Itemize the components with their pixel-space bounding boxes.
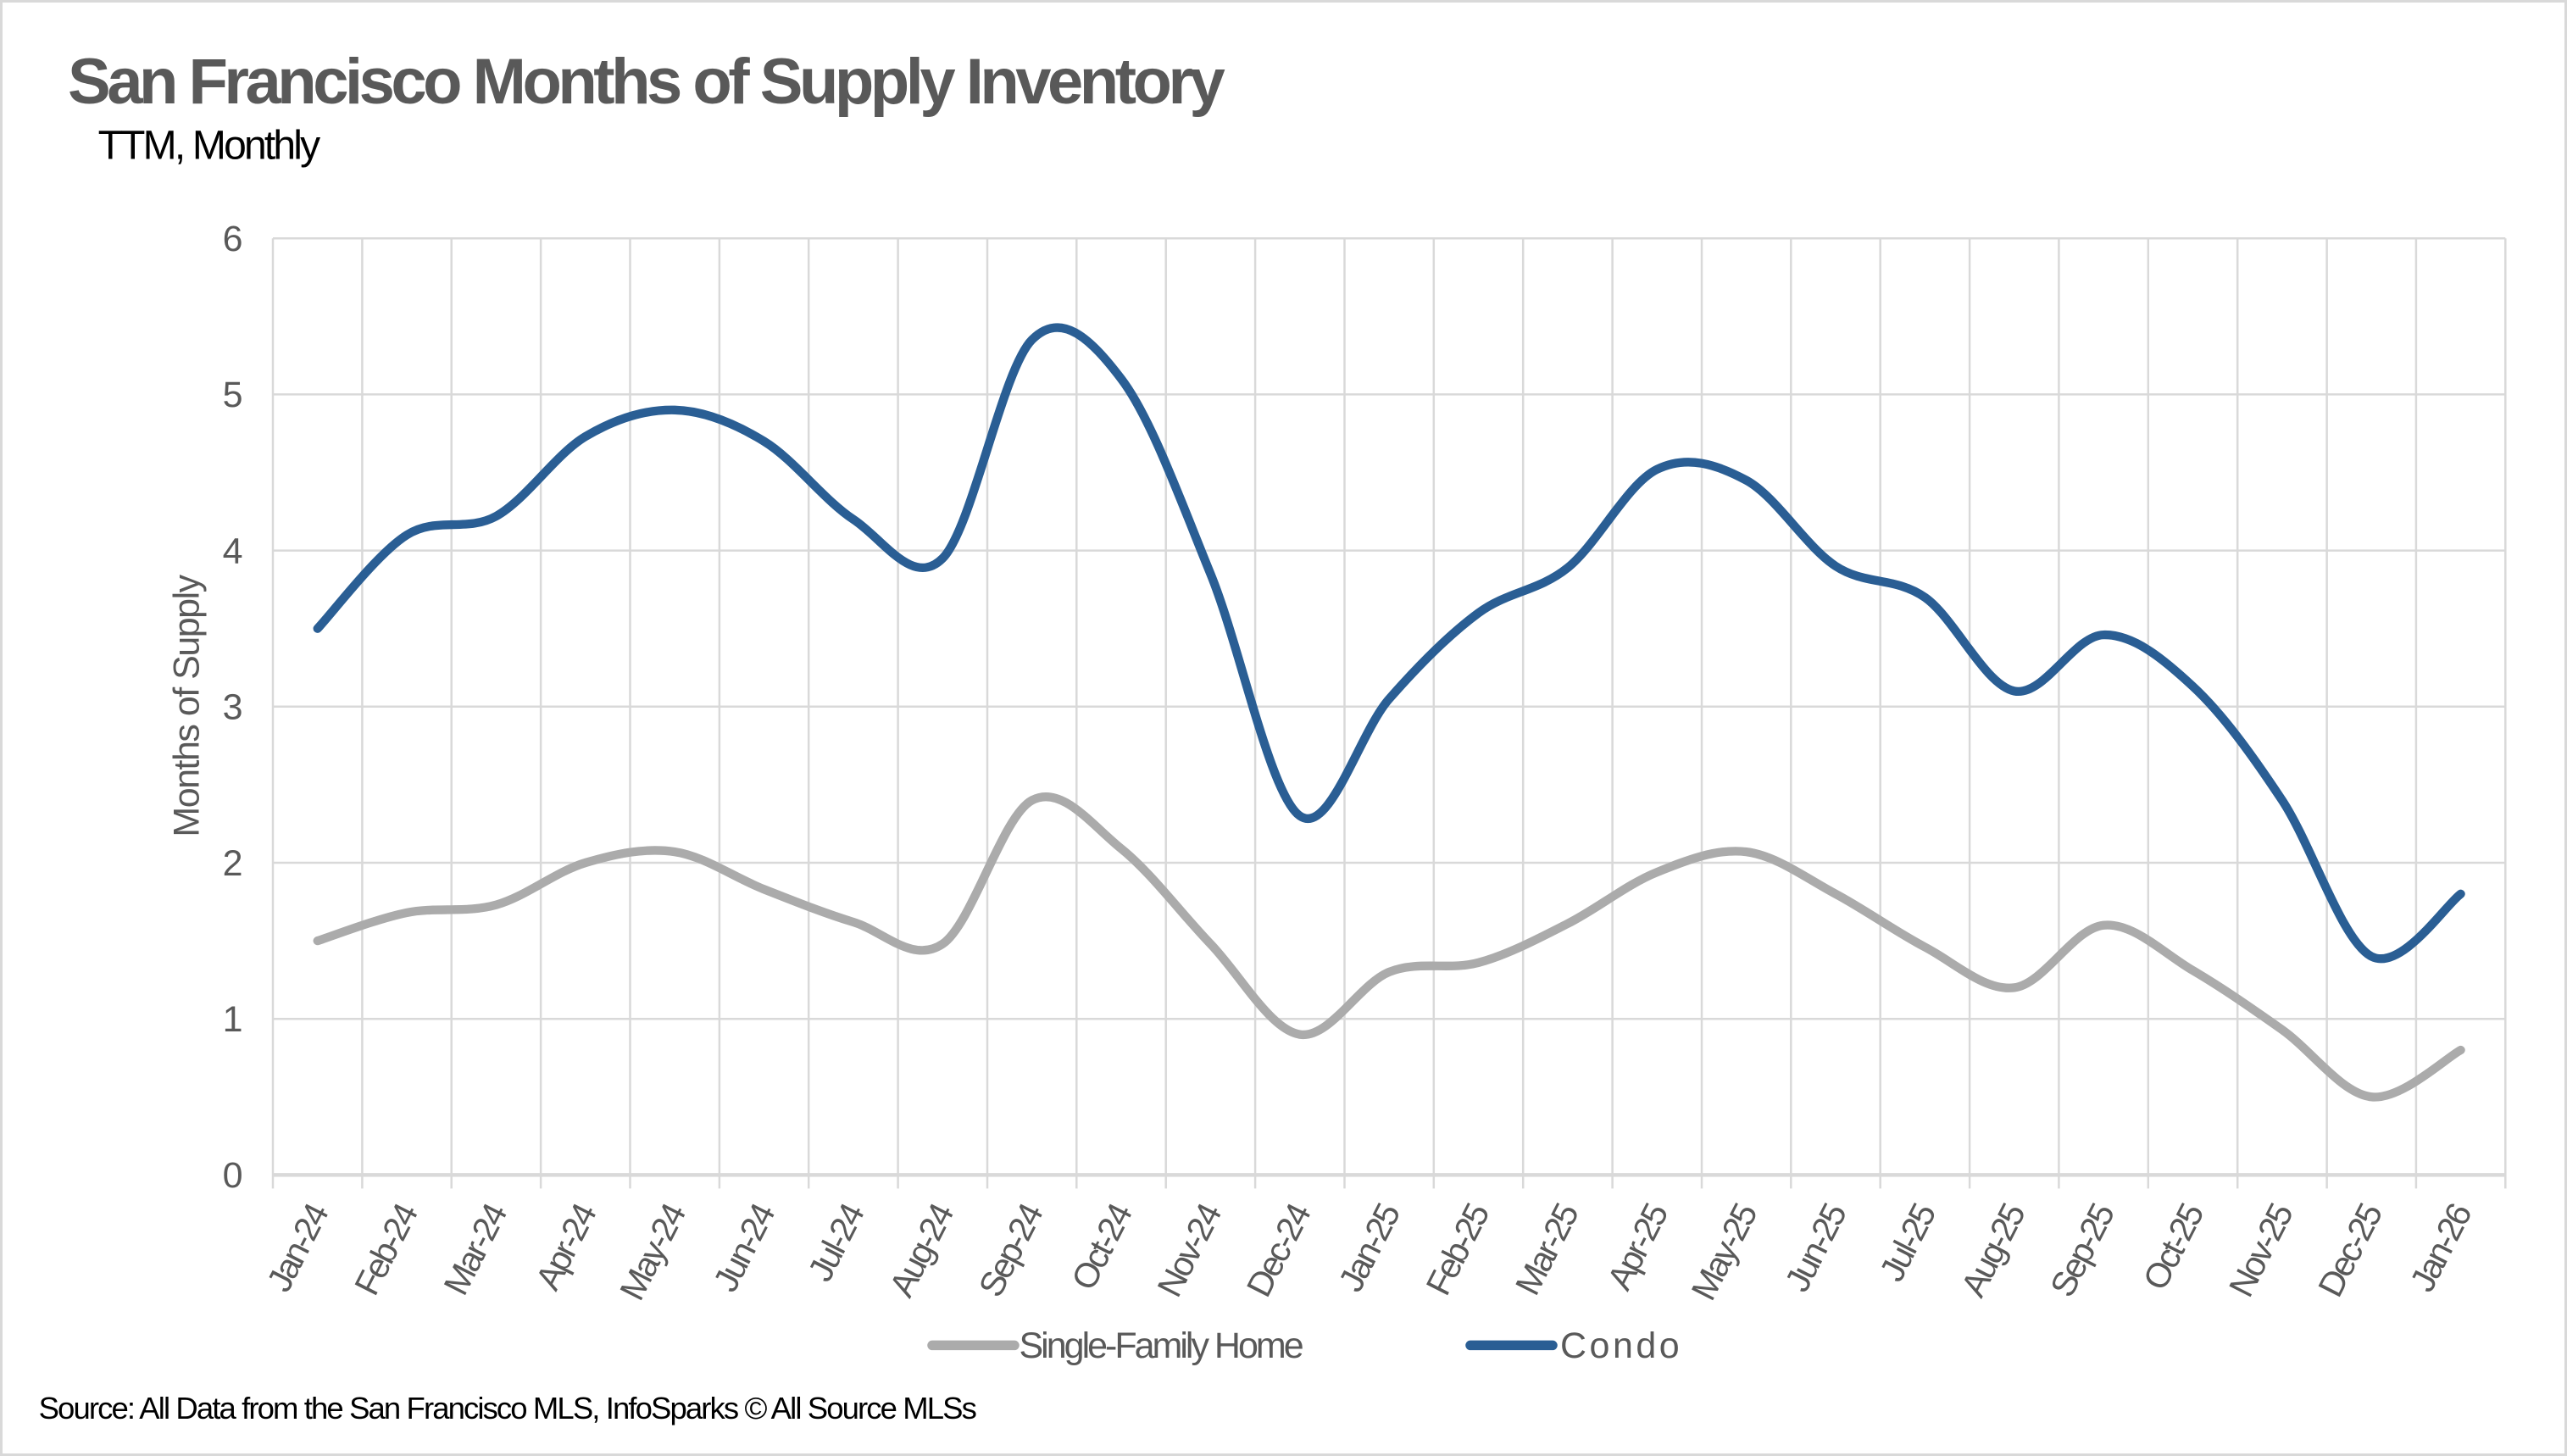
svg-text:Single-Family Home: Single-Family Home <box>1020 1325 1303 1366</box>
svg-text:0: 0 <box>223 1155 243 1196</box>
svg-text:Source: All Data from the San: Source: All Data from the San Francisco … <box>39 1391 976 1425</box>
svg-text:Condo: Condo <box>1560 1325 1682 1366</box>
svg-text:TTM, Monthly: TTM, Monthly <box>98 123 321 168</box>
svg-text:5: 5 <box>223 375 243 415</box>
svg-text:1: 1 <box>223 999 243 1040</box>
svg-text:Months of Supply: Months of Supply <box>167 574 208 836</box>
svg-text:4: 4 <box>223 531 243 571</box>
svg-text:6: 6 <box>223 219 243 259</box>
svg-text:San Francisco Months of Supply: San Francisco Months of Supply Inventory <box>68 46 1225 118</box>
svg-text:3: 3 <box>223 687 243 728</box>
svg-text:2: 2 <box>223 843 243 884</box>
